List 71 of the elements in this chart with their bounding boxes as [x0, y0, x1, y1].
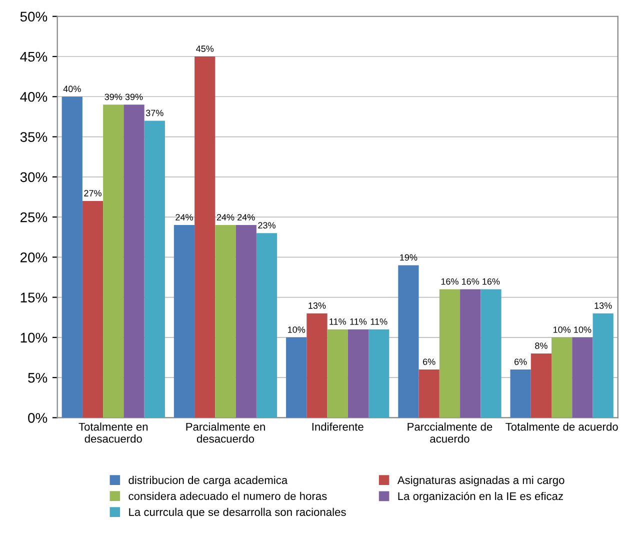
x-tick-label: Indiferente: [312, 422, 364, 431]
data-label: 39%: [104, 94, 122, 100]
x-tick-label: Totalmente de acuerdo: [506, 422, 618, 431]
bar: [306, 313, 328, 418]
bar: [103, 104, 124, 418]
data-label: 40%: [63, 86, 81, 92]
data-label: 23%: [258, 222, 276, 229]
data-label: 11%: [370, 318, 388, 325]
legend-label: considera adecuado el numero de horas: [128, 492, 327, 500]
legend-label: distribucion de carga academica: [128, 476, 288, 486]
y-tick-label: 40%: [20, 92, 48, 102]
y-tick-label: 0%: [28, 413, 48, 423]
data-label: 37%: [146, 110, 164, 116]
x-tick-label: Parcialmente en desacuerdo: [186, 422, 265, 443]
data-label: 10%: [574, 326, 592, 333]
bar: [124, 104, 144, 418]
data-label: 27%: [84, 190, 102, 196]
bar: [327, 329, 348, 418]
y-tick-label: 15%: [20, 292, 48, 302]
data-label: 45%: [196, 46, 214, 52]
data-label: 24%: [238, 214, 255, 220]
bar: [439, 289, 460, 418]
y-tick-label: 45%: [20, 52, 48, 62]
y-tick-label: 20%: [20, 252, 48, 262]
bar: [572, 337, 593, 418]
y-tick-label: 50%: [20, 12, 48, 22]
y-tick-label: 30%: [20, 172, 48, 182]
bar: [174, 225, 195, 418]
data-label: 11%: [330, 318, 346, 325]
data-label: 24%: [176, 214, 193, 220]
data-label: 39%: [125, 94, 143, 100]
bar: [552, 337, 572, 418]
x-tick-label: Totalmente en desacuerdo: [78, 422, 148, 443]
y-tick-label: 5%: [28, 372, 48, 383]
bar: [418, 370, 440, 418]
bar: [510, 370, 531, 418]
bar: [480, 289, 502, 418]
data-label: 16%: [482, 278, 500, 285]
legend-label: La currcula que se desarrolla son racionales: [129, 508, 346, 518]
bar: [368, 329, 390, 418]
bar: [256, 233, 278, 418]
bar: [398, 265, 419, 418]
bar: [348, 329, 369, 418]
y-tick-label: 35%: [20, 132, 48, 142]
data-label: 13%: [594, 302, 612, 309]
data-label: 16%: [462, 278, 480, 285]
legend-label: Asignaturas asignadas a mi cargo: [397, 476, 564, 486]
bar: [144, 120, 165, 418]
bar: [530, 353, 552, 418]
data-label: 16%: [441, 278, 458, 285]
data-label: 6%: [423, 358, 436, 365]
data-label: 10%: [288, 326, 306, 333]
x-tick-label: Parccialmente de acuerdo: [408, 422, 492, 443]
y-tick-label: 25%: [20, 212, 48, 222]
data-label: 8%: [535, 342, 548, 349]
bar: [194, 56, 216, 418]
bar: [592, 313, 614, 418]
bar: [460, 289, 481, 418]
bar: [62, 96, 82, 418]
data-label: 13%: [308, 302, 326, 309]
data-label: 11%: [350, 318, 367, 325]
legend-label: La organización en la IE es eficaz: [398, 492, 563, 502]
bar: [286, 337, 307, 418]
data-label: 6%: [514, 358, 527, 365]
data-label: 19%: [400, 254, 418, 261]
data-label: 10%: [553, 326, 571, 333]
y-tick-label: 10%: [20, 332, 48, 343]
bar: [236, 225, 256, 418]
data-label: 24%: [216, 214, 234, 220]
bar: [82, 200, 104, 418]
bar: [215, 225, 236, 418]
